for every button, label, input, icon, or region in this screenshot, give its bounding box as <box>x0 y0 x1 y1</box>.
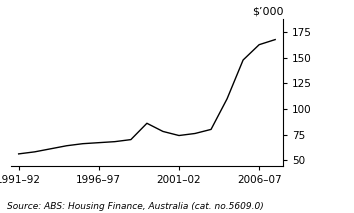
Text: $’000: $’000 <box>252 6 283 16</box>
Text: Source: ABS: Housing Finance, Australia (cat. no.5609.0): Source: ABS: Housing Finance, Australia … <box>7 202 264 211</box>
